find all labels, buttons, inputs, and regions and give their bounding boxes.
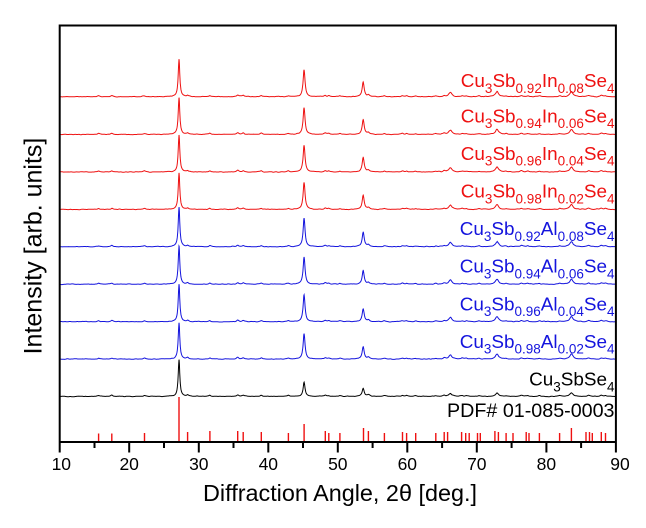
svg-text:Cu3Sb0.96Al0.04Se4: Cu3Sb0.96Al0.04Se4 xyxy=(460,294,615,319)
svg-text:Cu3Sb0.98Al0.02Se4: Cu3Sb0.98Al0.02Se4 xyxy=(460,332,615,357)
svg-text:Cu3Sb0.92Al0.08Se4: Cu3Sb0.92Al0.08Se4 xyxy=(460,219,615,244)
svg-text:50: 50 xyxy=(328,454,348,474)
svg-text:Cu3Sb0.92In0.08Se4: Cu3Sb0.92In0.08Se4 xyxy=(461,71,615,96)
svg-text:Cu3SbSe4: Cu3SbSe4 xyxy=(529,370,615,395)
svg-text:Intensity [arb. units]: Intensity [arb. units] xyxy=(19,138,47,355)
svg-text:Cu3Sb0.96In0.04Se4: Cu3Sb0.96In0.04Se4 xyxy=(461,144,615,169)
svg-text:Diffraction Angle, 2θ [deg.]: Diffraction Angle, 2θ [deg.] xyxy=(203,480,477,506)
svg-text:Cu3Sb0.94Al0.06Se4: Cu3Sb0.94Al0.06Se4 xyxy=(460,257,615,282)
svg-text:80: 80 xyxy=(537,454,557,474)
svg-text:70: 70 xyxy=(467,454,487,474)
svg-text:30: 30 xyxy=(189,454,209,474)
svg-text:20: 20 xyxy=(119,454,139,474)
svg-text:40: 40 xyxy=(259,454,279,474)
svg-text:90: 90 xyxy=(610,454,630,474)
svg-text:PDF# 01-085-0003: PDF# 01-085-0003 xyxy=(447,400,615,422)
svg-text:Cu3Sb0.94In0.06Se4: Cu3Sb0.94In0.06Se4 xyxy=(461,106,615,131)
svg-text:60: 60 xyxy=(398,454,418,474)
svg-text:Cu3Sb0.98In0.02Se4: Cu3Sb0.98In0.02Se4 xyxy=(461,182,615,207)
svg-text:10: 10 xyxy=(52,454,72,474)
